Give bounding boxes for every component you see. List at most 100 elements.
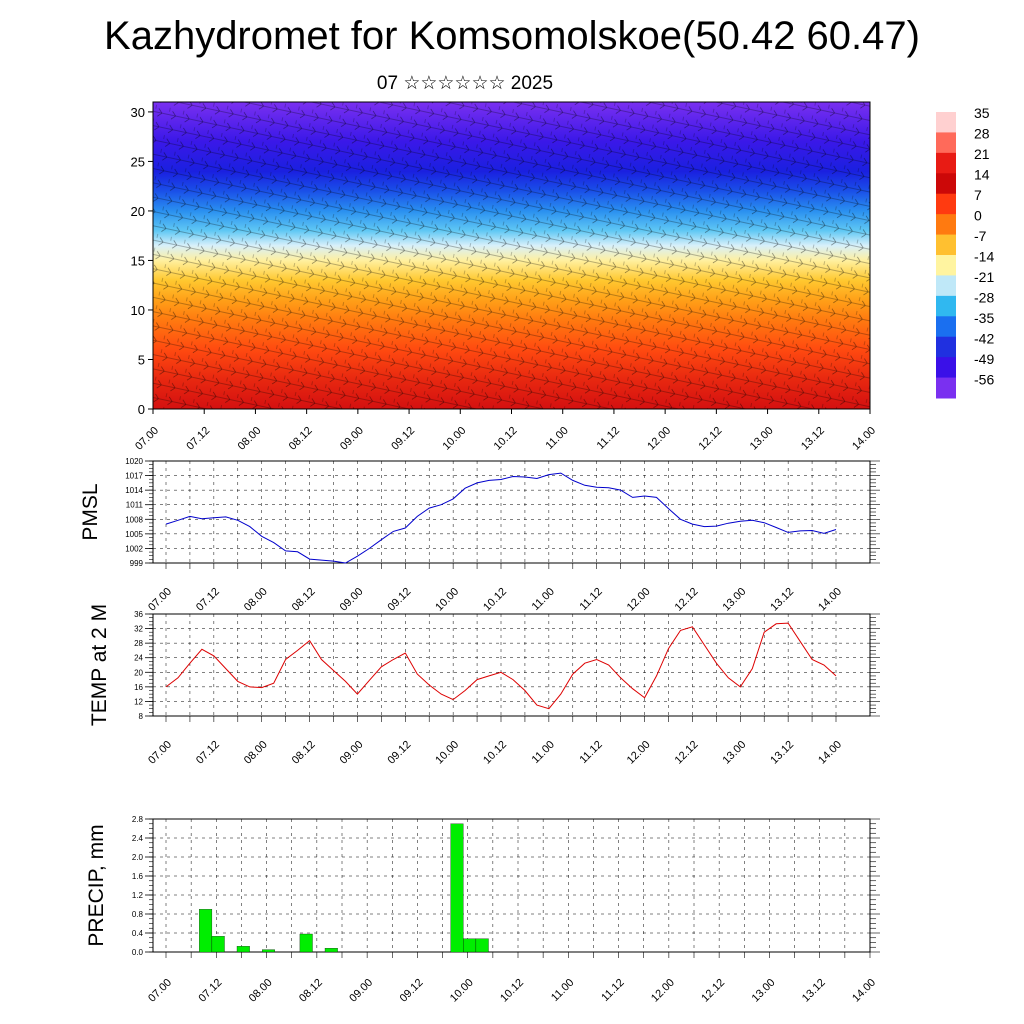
heatmap-ytick-label: 15 — [131, 253, 145, 268]
panel-ytick-label: 2.4 — [132, 834, 144, 843]
date-subtitle: 07 ☆☆☆☆☆☆ 2025 — [376, 73, 554, 94]
panel-ytick-label: 20 — [134, 668, 143, 677]
panel-xtick-label: 12.00 — [625, 586, 653, 614]
heatmap-xtick-label: 11.12 — [595, 425, 622, 452]
panel-ytick-label: 24 — [134, 654, 143, 663]
heatmap-ytick-label: 5 — [138, 352, 145, 367]
pmsl-series-line — [165, 472, 837, 564]
panel-xtick-label: 07.00 — [146, 977, 174, 1005]
heatmap-ytick-label: 20 — [131, 204, 145, 219]
colorbar-label: 14 — [974, 167, 990, 183]
panel-xtick-label: 11.12 — [599, 977, 626, 1004]
colorbar-swatch — [936, 275, 956, 297]
colorbar-label: -21 — [974, 269, 994, 285]
panel-xtick-label: 09.12 — [385, 586, 413, 614]
cross-section-panel: 0 5 10 15 20 25 30 07.00 07.12 08.00 08.12 09.00 09.… — [131, 101, 878, 453]
colorbar-swatch — [936, 112, 956, 133]
precip-bar — [199, 909, 213, 953]
heatmap-ytick-label: 10 — [131, 303, 145, 318]
panel-ytick-label: 1014 — [125, 486, 143, 495]
colorbar-label: -7 — [974, 228, 987, 244]
panel-ytick-label: 28 — [134, 639, 143, 648]
panel-xtick-label: 09.00 — [338, 586, 366, 614]
panel-ytick-label: 8 — [139, 712, 144, 721]
panel-ytick-label: 12 — [134, 697, 143, 706]
heatmap-xtick-label: 09.12 — [389, 425, 417, 453]
heatmap-ytick-label: 25 — [131, 154, 145, 169]
colorbar-swatch — [936, 295, 956, 317]
panel-xtick-label: 13.12 — [768, 739, 796, 767]
heatmap-xtick-label: 09.00 — [338, 425, 366, 453]
colorbar-label: -35 — [974, 310, 994, 326]
temp-series-line — [165, 622, 837, 710]
colorbar-label: -14 — [974, 249, 994, 265]
colorbar-swatch — [936, 214, 956, 236]
colorbar-swatch — [936, 173, 956, 195]
panel-xtick-label: 08.12 — [290, 586, 318, 614]
colorbar-swatch — [936, 336, 956, 358]
panel-frame — [152, 818, 871, 953]
heatmap-ytick-label: 0 — [138, 402, 145, 417]
panel-xtick-label: 10.00 — [433, 739, 461, 767]
panel-ytick-label: 36 — [134, 610, 143, 619]
panel-frame — [152, 460, 871, 564]
colorbar-label: -49 — [974, 351, 994, 367]
panel-xtick-label: 08.00 — [242, 586, 270, 614]
heatmap-xtick-label: 12.12 — [697, 425, 725, 453]
panel-xtick-label: 10.12 — [498, 977, 526, 1005]
colorbar-swatch — [936, 255, 956, 276]
panel-xtick-label: 14.00 — [816, 739, 844, 767]
panel-ytick-label: 1017 — [125, 472, 143, 481]
panel-xtick-label: 11.12 — [577, 739, 604, 766]
panel-ylabel: TEMP at 2 M — [88, 604, 111, 726]
heatmap-xtick-label: 10.00 — [440, 425, 468, 453]
panel-ytick-label: 1002 — [125, 544, 143, 553]
panel-xtick-label: 11.12 — [577, 586, 604, 613]
panel-xtick-label: 10.00 — [448, 977, 476, 1005]
panel-xtick-label: 07.12 — [196, 977, 224, 1005]
panel-ytick-label: 1005 — [125, 530, 143, 539]
panel-ytick-label: 1.6 — [132, 872, 144, 881]
colorbar-label: 0 — [974, 208, 982, 224]
precip-bar — [211, 936, 225, 953]
panel-xtick-label: 07.00 — [146, 739, 174, 767]
panel-xtick-label: 07.12 — [194, 739, 222, 767]
colorbar-label: -28 — [974, 290, 994, 306]
panel-xtick-label: 12.00 — [625, 739, 653, 767]
heatmap-xtick-label: 08.00 — [236, 425, 264, 453]
panel-xtick-label: 12.12 — [673, 739, 701, 767]
heatmap-ytick-label: 30 — [131, 105, 145, 120]
panel-xtick-label: 12.12 — [673, 586, 701, 614]
panel-ytick-label: 1008 — [125, 515, 143, 524]
colorbar-swatch — [936, 152, 956, 174]
panel-xtick-label: 09.12 — [398, 977, 426, 1005]
colorbar-label: 7 — [974, 187, 982, 203]
panel-xtick-label: 09.12 — [385, 739, 413, 767]
panel-xtick-label: 10.12 — [481, 586, 509, 614]
panel-ytick-label: 0.8 — [132, 910, 144, 919]
colorbar-swatch — [936, 193, 956, 215]
panel-xtick-label: 08.00 — [242, 739, 270, 767]
panel-xtick-label: 10.12 — [481, 739, 509, 767]
panel-frame — [152, 613, 871, 717]
panel-xtick-label: 13.12 — [800, 977, 828, 1005]
panel-xtick-label: 07.00 — [146, 586, 174, 614]
precip-bar — [262, 949, 275, 953]
precip-bar — [236, 946, 250, 953]
precip-bar — [463, 938, 477, 953]
heatmap-xtick-label: 12.00 — [645, 425, 673, 453]
panel-xtick-label: 07.12 — [194, 586, 222, 614]
temp-panel: 8 12 16 20 24 28 32 36 07.00 07.12 08.00 08.12 09.00… — [88, 604, 880, 767]
panel-ytick-label: 999 — [130, 559, 144, 568]
panel-xtick-label: 13.00 — [750, 977, 778, 1005]
colorbar-label: 35 — [974, 105, 990, 121]
precip-bar — [299, 933, 313, 953]
panel-ytick-label: 0.0 — [132, 948, 144, 957]
pmsl-panel: 999 1002 1005 1008 1011 1014 1017 1020 07.00 07.1… — [79, 457, 880, 614]
panel-xtick-label: 12.00 — [649, 977, 677, 1005]
panel-xtick-label: 11.00 — [549, 977, 576, 1004]
panel-xtick-label: 08.12 — [290, 739, 318, 767]
panel-xtick-label: 13.12 — [768, 586, 796, 614]
panel-ytick-label: 2.0 — [132, 853, 144, 862]
